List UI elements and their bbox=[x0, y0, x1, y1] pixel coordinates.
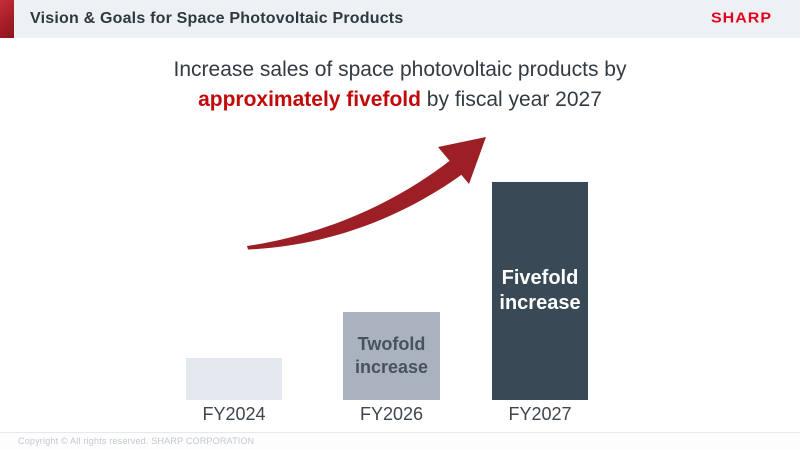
headline-line2: approximately fivefold by fiscal year 20… bbox=[0, 85, 800, 115]
bar-fy2024 bbox=[186, 358, 282, 400]
bar-label-fy2026-line2: increase bbox=[354, 357, 429, 377]
headline-line2-rest: by fiscal year 2027 bbox=[420, 88, 602, 111]
growth-arrow-head bbox=[438, 137, 486, 184]
bar-label-fy2027-line1: Fivefold bbox=[501, 267, 579, 289]
bar-fy2026: Twofold increase bbox=[343, 312, 440, 400]
growth-arrow-swoosh bbox=[247, 159, 464, 250]
header-bar: Vision & Goals for Space Photovoltaic Pr… bbox=[0, 0, 800, 38]
bar-label-fy2026: Twofold increase bbox=[343, 312, 440, 400]
bar-label-fy2027-line2: increase bbox=[499, 292, 581, 314]
copyright-text: Copyright © All rights reserved. SHARP C… bbox=[18, 436, 255, 446]
sharp-logo: SHARP bbox=[710, 10, 772, 27]
bar-label-fy2027: Fivefold increase bbox=[492, 182, 588, 400]
axis-label-fy2024: FY2024 bbox=[202, 404, 266, 424]
bar-label-fy2026-line1: Twofold bbox=[357, 334, 426, 354]
footer: Copyright © All rights reserved. SHARP C… bbox=[0, 432, 800, 450]
headline-highlight: approximately fivefold bbox=[198, 88, 421, 111]
header-accent-block bbox=[0, 0, 14, 38]
bar-fy2027: Fivefold increase bbox=[492, 182, 588, 400]
headline: Increase sales of space photovoltaic pro… bbox=[0, 55, 800, 115]
headline-line1: Increase sales of space photovoltaic pro… bbox=[173, 58, 627, 81]
axis-label-fy2026: FY2026 bbox=[359, 404, 424, 424]
axis-label-fy2027: FY2027 bbox=[508, 404, 572, 424]
page-title: Vision & Goals for Space Photovoltaic Pr… bbox=[30, 10, 404, 27]
